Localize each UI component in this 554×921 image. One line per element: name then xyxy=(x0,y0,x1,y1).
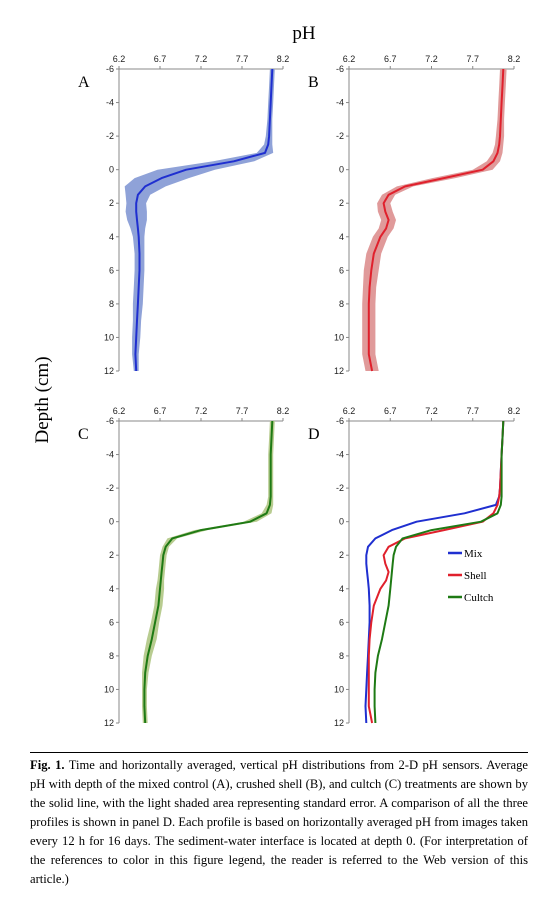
y-tick-label: 4 xyxy=(109,584,114,594)
y-tick-label: -4 xyxy=(106,450,114,460)
series-line-mix xyxy=(134,68,274,372)
x-tick-label: 7.7 xyxy=(466,54,479,64)
x-tick-label: 7.2 xyxy=(425,406,438,416)
y-tick-label: 0 xyxy=(109,165,114,175)
x-tick-label: 8.2 xyxy=(277,54,290,64)
x-tick-label: 6.7 xyxy=(154,54,167,64)
panel-letter: A xyxy=(78,74,90,91)
legend-label-mix: Mix xyxy=(464,548,483,560)
panel-letter: C xyxy=(78,426,89,443)
y-tick-label: 10 xyxy=(334,332,344,342)
se-band-shell xyxy=(362,69,507,371)
y-axis-title: Depth (cm) xyxy=(32,356,53,443)
caption-divider xyxy=(30,752,528,753)
x-tick-label: 7.2 xyxy=(425,54,438,64)
y-tick-label: 10 xyxy=(104,332,114,342)
y-tick-label: -4 xyxy=(336,450,344,460)
y-tick-label: 12 xyxy=(334,366,344,376)
y-tick-label: -2 xyxy=(336,483,344,493)
y-tick-label: 2 xyxy=(109,198,114,208)
x-tick-label: 6.7 xyxy=(384,406,397,416)
x-tick-label: 7.7 xyxy=(466,406,479,416)
y-tick-label: 10 xyxy=(104,684,114,694)
x-tick-label: 8.2 xyxy=(508,54,521,64)
figure-caption: Fig. 1. Time and horizontally averaged, … xyxy=(30,756,528,889)
legend-label-shell: Shell xyxy=(464,570,487,582)
series-line-cultch xyxy=(143,420,274,724)
y-tick-label: 12 xyxy=(104,718,114,728)
y-tick-label: -6 xyxy=(336,416,344,426)
y-tick-label: 10 xyxy=(334,684,344,694)
caption-text: Time and horizontally averaged, vertical… xyxy=(30,758,528,886)
y-tick-label: 12 xyxy=(334,718,344,728)
ph-depth-figure: pH Depth (cm) 6.2 6.7 7.2 7.7 8.2 -6 -4 -2 0 2 4 6 8… xyxy=(32,23,520,728)
y-tick-label: 4 xyxy=(339,232,344,242)
series-line-cultch xyxy=(373,420,505,724)
panel-c: 6.2 6.7 7.2 7.7 8.2 -6 -4 -2 0 2 4 6 8 10 12 C xyxy=(78,406,289,728)
x-tick-label: 6.2 xyxy=(113,406,126,416)
se-band-mix xyxy=(124,69,275,371)
series-line-shell xyxy=(367,420,505,724)
y-tick-label: 8 xyxy=(339,651,344,661)
x-tick-label: 8.2 xyxy=(277,406,290,416)
y-tick-label: 6 xyxy=(109,265,114,275)
x-tick-label: 7.7 xyxy=(236,406,249,416)
y-tick-label: -2 xyxy=(106,131,114,141)
y-tick-label: 0 xyxy=(109,517,114,527)
y-tick-label: 2 xyxy=(109,550,114,560)
y-tick-label: -6 xyxy=(106,416,114,426)
y-tick-label: 0 xyxy=(339,517,344,527)
y-tick-label: -2 xyxy=(336,131,344,141)
panel-b: 6.2 6.7 7.2 7.7 8.2 -6 -4 -2 0 2 4 6 8 10 12 B xyxy=(308,54,520,376)
x-tick-label: 7.2 xyxy=(195,406,208,416)
x-tick-label: 7.7 xyxy=(236,54,249,64)
y-tick-label: 6 xyxy=(339,265,344,275)
y-tick-label: 6 xyxy=(109,617,114,627)
panels-group: 6.2 6.7 7.2 7.7 8.2 -6 -4 -2 0 2 4 6 8 10 12 A 6.2 6.7 7.2… xyxy=(78,54,520,728)
y-tick-label: 2 xyxy=(339,550,344,560)
y-tick-label: 4 xyxy=(109,232,114,242)
y-tick-label: 6 xyxy=(339,617,344,627)
panel-d: 6.2 6.7 7.2 7.7 8.2 -6 -4 -2 0 2 4 6 8 10 12 D Mix Shell C… xyxy=(308,406,520,728)
x-tick-label: 6.2 xyxy=(113,54,126,64)
y-tick-label: -6 xyxy=(336,64,344,74)
y-tick-label: 8 xyxy=(339,299,344,309)
x-axis-title: pH xyxy=(292,23,316,44)
x-tick-label: 6.7 xyxy=(384,54,397,64)
series-line-shell xyxy=(367,68,505,372)
legend-label-cultch: Cultch xyxy=(464,592,494,604)
y-tick-label: -2 xyxy=(106,483,114,493)
y-tick-label: 0 xyxy=(339,165,344,175)
y-tick-label: -4 xyxy=(106,98,114,108)
y-tick-label: 8 xyxy=(109,651,114,661)
panel-a: 6.2 6.7 7.2 7.7 8.2 -6 -4 -2 0 2 4 6 8 10 12 A xyxy=(78,54,289,376)
x-tick-label: 6.7 xyxy=(154,406,167,416)
y-tick-label: 12 xyxy=(104,366,114,376)
y-tick-label: 2 xyxy=(339,198,344,208)
caption-label: Fig. 1. xyxy=(30,758,65,772)
x-tick-label: 6.2 xyxy=(343,406,356,416)
y-tick-label: -6 xyxy=(106,64,114,74)
y-tick-label: 4 xyxy=(339,584,344,594)
x-tick-label: 7.2 xyxy=(195,54,208,64)
x-tick-label: 6.2 xyxy=(343,54,356,64)
panel-letter: B xyxy=(308,74,319,91)
y-tick-label: -4 xyxy=(336,98,344,108)
y-tick-label: 8 xyxy=(109,299,114,309)
panel-letter: D xyxy=(308,426,320,443)
x-tick-label: 8.2 xyxy=(508,406,521,416)
